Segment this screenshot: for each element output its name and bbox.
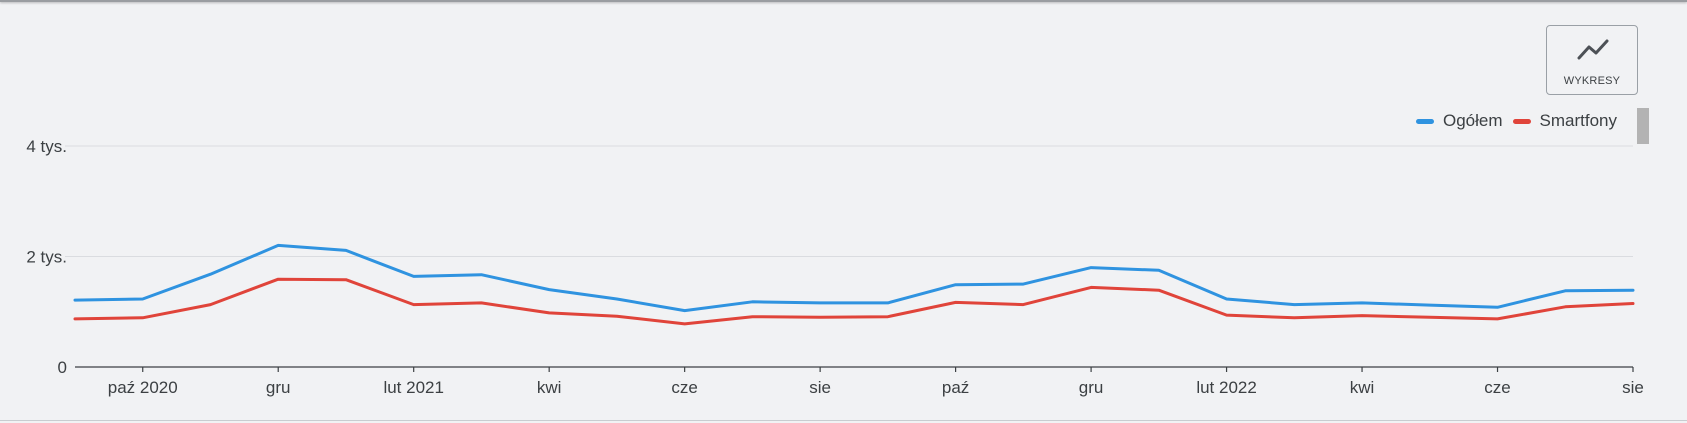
x-tick-label: kwi bbox=[537, 378, 562, 397]
x-tick-label: cze bbox=[671, 378, 697, 397]
x-tick-label: gru bbox=[1079, 378, 1104, 397]
y-tick-label: 2 tys. bbox=[26, 248, 67, 267]
x-tick-label: sie bbox=[1622, 378, 1644, 397]
x-tick-label: paź bbox=[942, 378, 969, 397]
y-tick-label: 0 bbox=[58, 358, 67, 377]
legend-swatch-smartfony bbox=[1512, 118, 1531, 124]
legend-label-ogolem: Ogółem bbox=[1443, 111, 1503, 130]
top-border bbox=[0, 0, 1687, 2]
series-line-smartfony bbox=[73, 277, 1635, 326]
bottom-border bbox=[0, 420, 1687, 421]
tick-labels: 0 2 tys. 4 tys. paź 2020 gru lut 2021 kwi cze si… bbox=[26, 137, 1643, 397]
x-tick-label: paź 2020 bbox=[108, 378, 178, 397]
chart-legend: Ogółem Smartfony bbox=[1416, 110, 1617, 132]
y-tick-label: 4 tys. bbox=[26, 137, 67, 156]
legend-swatch-ogolem bbox=[1416, 118, 1434, 124]
legend-item-ogolem[interactable]: Ogółem bbox=[1416, 111, 1503, 131]
line-chart-icon bbox=[1577, 39, 1609, 60]
x-tick-label: lut 2021 bbox=[383, 378, 444, 397]
legend-item-smartfony[interactable]: Smartfony bbox=[1512, 111, 1618, 131]
x-tick-label: kwi bbox=[1350, 378, 1375, 397]
charts-button-label: WYKRESY bbox=[1563, 75, 1621, 87]
series-line-og-em bbox=[73, 243, 1635, 313]
series-lines bbox=[73, 243, 1635, 326]
x-tick-label: gru bbox=[266, 378, 291, 397]
charts-button[interactable]: WYKRESY bbox=[1546, 25, 1638, 95]
legend-scrollbar[interactable] bbox=[1637, 108, 1649, 144]
x-tick-label: cze bbox=[1484, 378, 1510, 397]
gridlines bbox=[65, 145, 1633, 257]
x-tick-label: lut 2022 bbox=[1196, 378, 1257, 397]
legend-label-smartfony: Smartfony bbox=[1539, 111, 1618, 130]
x-axis bbox=[75, 366, 1634, 372]
x-tick-label: sie bbox=[809, 378, 831, 397]
